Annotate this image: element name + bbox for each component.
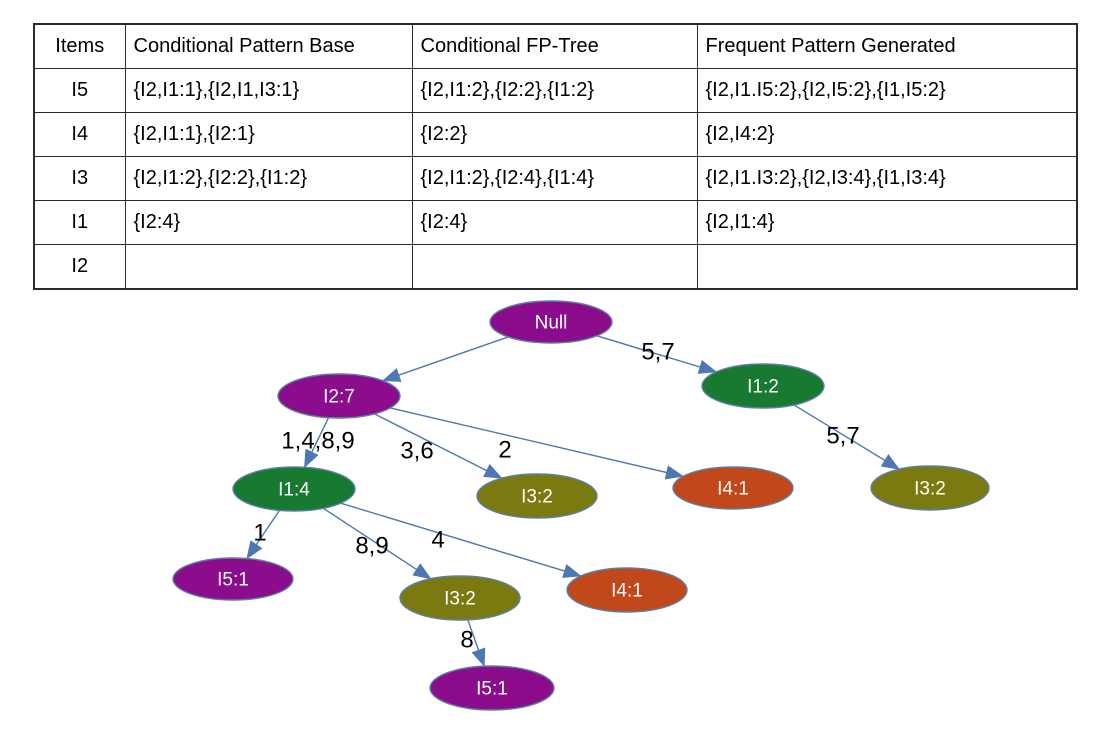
node-label-i3-2-mid: I3:2 (521, 487, 553, 508)
item-cell: I1 (33, 200, 126, 245)
fp-tree-cell: {I2:4} (411, 200, 698, 245)
edge-label-i1-4-to-i3-2-bottom: 8,9 (355, 533, 388, 560)
edge-label-i1-4-to-i4-1-low: 4 (431, 527, 444, 554)
tree-edge-i3-2-bottom-to-i5-1-bottom (467, 619, 486, 668)
conditional-pattern-table: Items Conditional Pattern Base Condition… (33, 23, 1078, 290)
tree-edge-null-to-i1-2 (596, 335, 718, 374)
edge-label-i2-7-to-i3-2-mid: 3,6 (400, 438, 433, 465)
tree-node-i1-2: I1:2 (701, 363, 825, 409)
frequent-pattern-cell (696, 244, 1078, 290)
node-label-i5-1-left: I5:1 (217, 570, 249, 591)
table-row: I2 (33, 244, 1078, 290)
edge-label-i1-4-to-i5-1-left: 1 (253, 520, 266, 547)
edge-label-i3-2-bottom-to-i5-1-bottom: 8 (460, 627, 473, 654)
edge-label-i2-7-to-i1-4: 1,4,8,9 (281, 428, 354, 455)
edge-label-null-to-i1-2: 5,7 (641, 339, 674, 366)
tree-node-i2-7: I2:7 (277, 373, 401, 419)
node-label-i3-2-bottom: I3:2 (444, 589, 476, 610)
table-row: I5 {I2,I1:1},{I2,I1,I3:1} {I2,I1:2},{I2:… (33, 68, 1078, 113)
tree-node-i1-4: I1:4 (232, 466, 356, 512)
tree-edge-i2-7-to-i3-2-mid (374, 413, 503, 479)
tree-node-i3-2-right: I3:2 (870, 465, 990, 511)
frequent-pattern-cell: {I2,I1.I5:2},{I2,I5:2},{I1,I5:2} (696, 68, 1078, 113)
tree-node-null: Null (489, 300, 613, 344)
tree-node-i5-1-bottom: I5:1 (429, 665, 555, 711)
node-label-null: Null (535, 313, 568, 334)
tree-node-i4-1-low: I4:1 (566, 567, 688, 613)
tree-node-i5-1-left: I5:1 (172, 557, 294, 601)
pattern-base-cell (124, 244, 413, 290)
node-label-i1-2: I1:2 (747, 377, 779, 398)
tree-edge-i1-2-to-i3-2-right (793, 404, 901, 470)
tree-node-i4-1-mid: I4:1 (672, 466, 794, 510)
tree-edge-i1-4-to-i5-1-left (246, 509, 281, 560)
fp-tree-cell: {I2,I1:2},{I2:4},{I1:4} (411, 156, 698, 201)
frequent-pattern-cell: {I2,I1:4} (696, 200, 1078, 245)
pattern-base-cell: {I2,I1:2},{I2:2},{I1:2} (124, 156, 413, 201)
fp-tree-cell (411, 244, 698, 290)
item-cell: I4 (33, 112, 126, 157)
tree-edge-i2-7-to-i4-1-mid (390, 407, 684, 480)
node-label-i4-1-mid: I4:1 (717, 479, 749, 500)
tree-edge-i2-7-to-i1-4 (303, 417, 330, 469)
pattern-base-cell: {I2:4} (124, 200, 413, 245)
node-label-i2-7: I2:7 (323, 387, 355, 408)
fp-tree-cell: {I2:2} (411, 112, 698, 157)
node-label-i4-1-low: I4:1 (611, 581, 643, 602)
table-row: I1 {I2:4} {I2:4} {I2,I1:4} (33, 200, 1078, 245)
pattern-base-cell: {I2,I1:1},{I2:1} (124, 112, 413, 157)
table-header-row: Items Conditional Pattern Base Condition… (33, 23, 1078, 69)
node-label-i1-4: I1:4 (278, 480, 310, 501)
column-header-conditional-pattern-base: Conditional Pattern Base (124, 23, 413, 69)
column-header-frequent-pattern-generated: Frequent Pattern Generated (696, 23, 1078, 69)
item-cell: I2 (33, 244, 126, 290)
tree-edge-i1-4-to-i4-1-low (340, 502, 582, 578)
tree-edge-null-to-i2-7 (381, 336, 509, 382)
table-row: I3 {I2,I1:2},{I2:2},{I1:2} {I2,I1:2},{I2… (33, 156, 1078, 201)
node-label-i5-1-bottom: I5:1 (476, 679, 508, 700)
edge-label-i1-2-to-i3-2-right: 5,7 (826, 423, 859, 450)
pattern-base-cell: {I2,I1:1},{I2,I1,I3:1} (124, 68, 413, 113)
node-label-i3-2-right: I3:2 (914, 479, 946, 500)
tree-node-i3-2-mid: I3:2 (476, 473, 598, 519)
item-cell: I3 (33, 156, 126, 201)
edge-label-i2-7-to-i4-1-mid: 2 (498, 437, 511, 464)
tree-edge-i1-4-to-i3-2-bottom (322, 507, 432, 580)
tree-node-i3-2-bottom: I3:2 (399, 575, 521, 621)
